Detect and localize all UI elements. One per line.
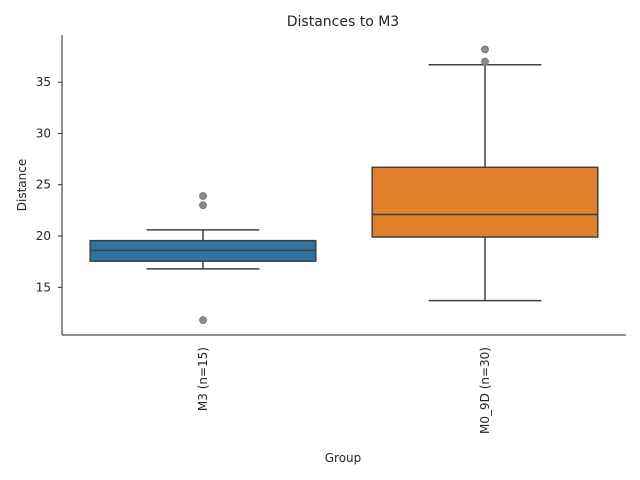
x-tick-label: M3 (n=15) bbox=[196, 347, 210, 411]
outlier-point bbox=[481, 45, 489, 54]
box-iqr bbox=[371, 166, 599, 238]
y-axis-label: Distance bbox=[15, 159, 29, 211]
x-axis-ticks: M3 (n=15) M0_9D (n=30) bbox=[196, 347, 492, 434]
outlier-point bbox=[481, 57, 489, 66]
y-tick-label: 25 bbox=[36, 178, 51, 192]
outlier-point bbox=[199, 192, 207, 200]
x-axis-label: Group bbox=[325, 451, 362, 465]
y-tick-label: 20 bbox=[36, 229, 51, 243]
outlier-point bbox=[199, 201, 207, 210]
plot-area bbox=[89, 45, 599, 325]
box-group bbox=[371, 45, 599, 302]
y-tick-label: 30 bbox=[36, 126, 51, 140]
y-tick-label: 35 bbox=[36, 75, 51, 89]
outlier-point bbox=[199, 316, 207, 325]
chart-title: Distances to M3 bbox=[287, 14, 399, 30]
x-tick-label: M0_9D (n=30) bbox=[478, 347, 492, 434]
box-group bbox=[89, 192, 317, 325]
y-tick-label: 15 bbox=[36, 280, 51, 294]
y-axis-ticks: 15 20 25 30 35 bbox=[36, 75, 62, 294]
